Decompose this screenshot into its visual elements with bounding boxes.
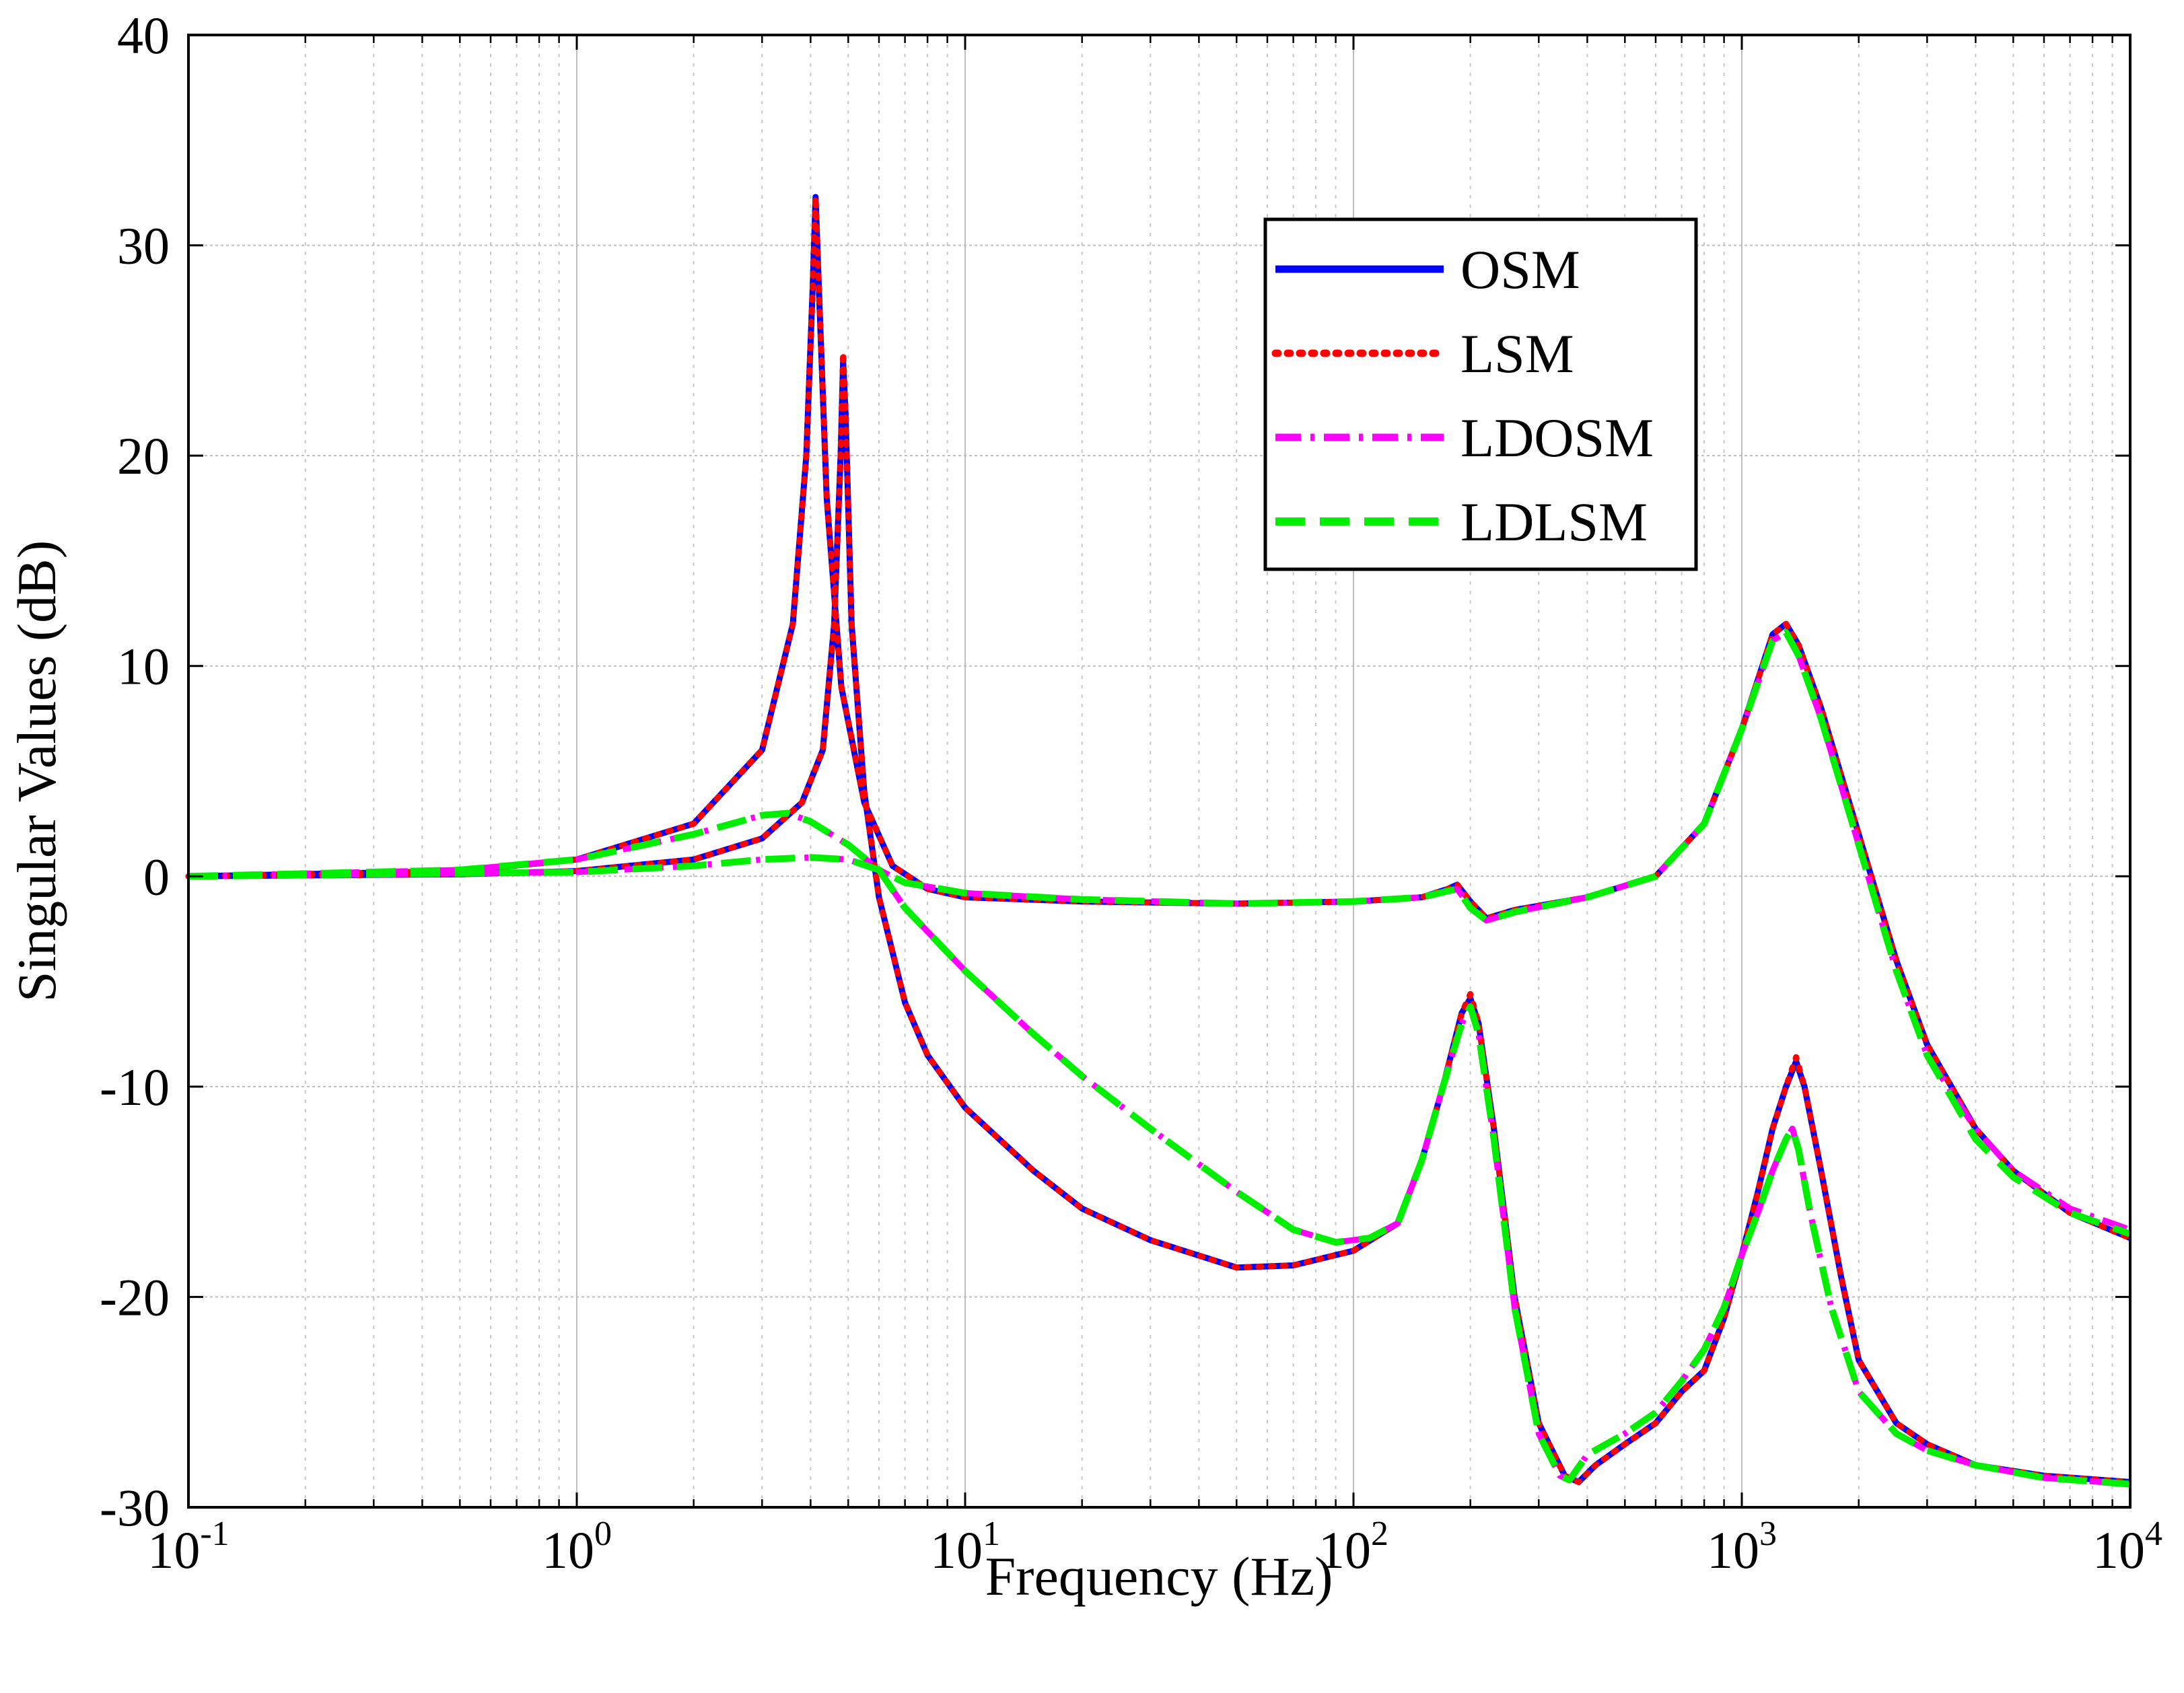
x-tick-exponent: 4 [2145,1515,2162,1553]
series-group [185,194,2134,1488]
legend-label-ldosm: LDOSM [1460,407,1654,468]
y-tick-label: -30 [100,1478,170,1537]
plot-frame [187,34,2132,1509]
x-tick-label: 103 [1707,1515,1777,1579]
x-tick-base: 10 [930,1521,983,1579]
x-tick-exponent: 0 [594,1515,612,1553]
x-tick-base: 10 [1318,1521,1371,1579]
x-tick-label: 101 [930,1515,1000,1579]
y-tick-label: -10 [100,1058,170,1116]
x-tick-exponent: 2 [1371,1515,1388,1553]
x-tick-base: 10 [542,1521,594,1579]
grid [188,35,2130,1507]
x-tick-base: 10 [2092,1521,2145,1579]
y-tick-label: 30 [117,217,170,275]
y-axis-title: Singular Values (dB) [6,540,67,1002]
x-tick-label: 102 [1318,1515,1388,1579]
x-tick-exponent: 1 [983,1515,1000,1553]
x-tick-base: 10 [147,1521,200,1579]
legend-label-lsm: LSM [1460,323,1574,384]
x-tick-exponent: -1 [200,1515,229,1553]
legend-label-osm: OSM [1460,239,1580,300]
y-tick-label: -20 [100,1268,170,1326]
x-tick-label: 10-1 [147,1515,229,1579]
y-tick-label: 40 [117,6,170,65]
legend-box [1263,217,1698,571]
series-line-ldlsm [188,628,2132,1237]
x-tick-base: 10 [1707,1521,1759,1579]
y-tick-label: 10 [117,637,170,696]
x-tick-label: 100 [542,1515,612,1579]
y-tick-labels: -30 -20 -10 0 10 20 30 40 [100,6,170,1537]
legend-label-ldlsm: LDLSM [1460,491,1648,552]
plot-area [188,35,2130,1507]
legend: OSM LSM LDOSM LDLSM [1263,217,1698,571]
x-tick-labels: 10-1 100 101 102 103 104 [147,1515,2162,1579]
x-axis-title: Frequency (Hz) [985,1546,1333,1607]
x-tick-exponent: 3 [1759,1515,1777,1553]
tick-marks [187,34,2132,1509]
y-tick-label: 20 [117,427,170,485]
series-line-lsm [185,349,2134,1485]
x-tick-label: 104 [2092,1515,2162,1579]
y-tick-label: 0 [143,847,170,906]
